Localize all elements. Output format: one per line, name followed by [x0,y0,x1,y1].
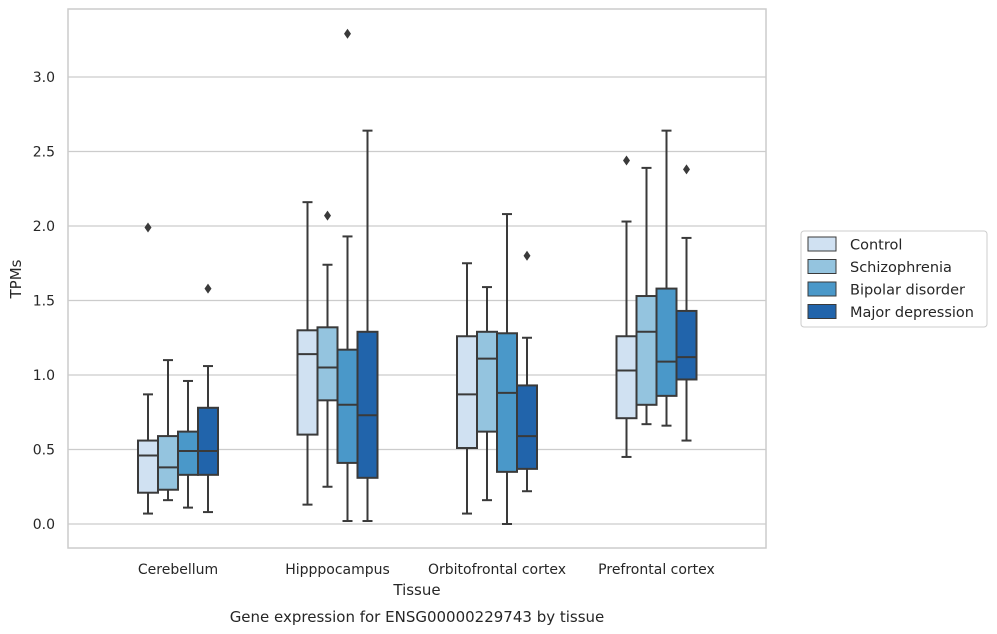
box-iqr [157,435,179,491]
legend-frame [800,230,988,328]
box-iqr [356,330,379,479]
box-schizophrenia [316,210,339,488]
legend-swatch [807,304,837,319]
x-axis-label: Tissue [392,581,440,599]
box-iqr [655,287,678,397]
box-major-depression [356,129,379,523]
outlier-point [344,28,351,39]
x-tick-labels: Cerebellum Hipppocampus Orbitofrontal cort… [138,562,715,578]
x-tick-label: Orbitofrontal cortex [428,562,566,578]
box-iqr [476,330,498,433]
box-iqr [635,295,658,406]
box-control [296,201,319,506]
legend-label: Major depression [850,305,974,321]
box-major-depression [675,164,698,442]
box-control [137,222,159,515]
box-iqr [615,335,638,420]
outlier-point [623,155,630,166]
box-schizophrenia [476,286,498,502]
box-iqr [516,384,538,470]
box-iqr [197,406,219,476]
y-axis-label: TPMs [7,259,25,299]
box-iqr [675,309,698,381]
outlier-point [324,210,331,221]
y-tick-label: 2.5 [33,145,55,161]
box-schizophrenia [157,359,179,502]
legend-swatch [807,236,837,252]
box-bipolar-disorder [496,213,518,525]
y-tick-label: 0.5 [33,443,55,459]
figure-caption: Gene expression for ENSG00000229743 by t… [230,608,605,626]
box-bipolar-disorder [177,379,199,509]
outlier-point [204,283,212,294]
legend-swatch [807,281,837,297]
outlier-point [683,164,690,175]
legend: Control Schizophrenia Bipolar disorder Majo… [800,230,988,328]
box-iqr [296,329,319,436]
box-bipolar-disorder [336,28,359,523]
box-groups [137,28,698,525]
box-control [615,155,638,458]
box-iqr [177,430,199,476]
box-iqr [137,439,159,494]
legend-label: Schizophrenia [850,260,952,276]
legend-swatch [807,259,837,274]
y-tick-label: 3.0 [33,70,55,86]
x-tick-label: Cerebellum [138,562,218,578]
legend-label: Bipolar disorder [850,283,965,299]
y-tick-label: 2.0 [33,219,55,235]
y-tick-label: 1.0 [33,368,55,384]
outlier-point [144,222,152,233]
y-tick-labels: 0.0 0.5 1.0 1.5 2.0 2.5 3.0 [33,70,55,533]
box-control [456,262,478,515]
legend-label: Control [850,238,902,254]
box-bipolar-disorder [655,129,678,427]
outlier-point [523,250,531,261]
box-iqr [336,348,359,464]
plot-frame [67,8,767,549]
x-tick-label: Prefrontal cortex [598,562,715,578]
y-tick-label: 0.0 [33,517,55,533]
y-tick-label: 1.5 [33,294,55,310]
box-major-depression [197,283,219,514]
box-iqr [316,326,339,402]
x-tick-label: Hipppocampus [285,562,390,578]
box-iqr [496,332,518,473]
box-iqr [456,335,478,450]
box-schizophrenia [635,166,658,426]
box-major-depression [516,250,538,493]
